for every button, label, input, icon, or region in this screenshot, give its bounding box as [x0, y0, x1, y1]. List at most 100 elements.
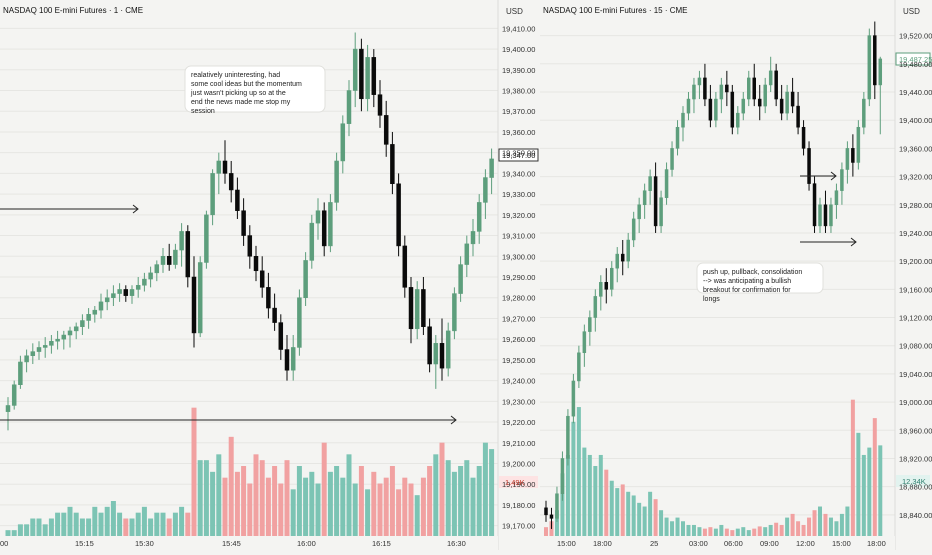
candle-body[interactable] — [752, 77, 756, 100]
candle-body[interactable] — [790, 91, 795, 107]
candle-body[interactable] — [714, 98, 718, 121]
candle-body[interactable] — [297, 297, 302, 348]
note-bubble[interactable] — [696, 262, 824, 294]
candle-body[interactable] — [241, 210, 246, 236]
candle-body[interactable] — [402, 245, 408, 288]
candle-body[interactable] — [681, 112, 685, 128]
candle-body[interactable] — [697, 77, 702, 86]
candle-body[interactable] — [5, 405, 11, 412]
candle-body[interactable] — [266, 287, 271, 309]
candle-body[interactable] — [421, 289, 426, 327]
candle-body[interactable] — [560, 458, 565, 494]
candle-body[interactable] — [708, 98, 713, 121]
candle-body[interactable] — [615, 253, 619, 269]
candle-body[interactable] — [483, 177, 488, 203]
candle-body[interactable] — [807, 148, 811, 184]
time-axis[interactable] — [0, 536, 498, 550]
candle-body[interactable] — [352, 48, 358, 91]
candle-body[interactable] — [829, 204, 833, 227]
candle-body[interactable] — [204, 214, 209, 263]
candle-body[interactable] — [851, 148, 855, 163]
candle-body[interactable] — [173, 249, 178, 265]
candle-body[interactable] — [334, 160, 339, 203]
candle-body[interactable] — [675, 126, 680, 149]
candle-body[interactable] — [555, 493, 559, 519]
candle-body[interactable] — [878, 58, 883, 86]
candle-body[interactable] — [719, 84, 724, 100]
candle-body[interactable] — [284, 349, 290, 371]
candle-body[interactable] — [577, 352, 581, 382]
candle-body[interactable] — [599, 282, 603, 297]
candle-body[interactable] — [664, 169, 669, 198]
candle-body[interactable] — [476, 202, 482, 232]
candle-body[interactable] — [785, 91, 789, 114]
candle-body[interactable] — [365, 57, 370, 100]
candle-body[interactable] — [439, 343, 445, 369]
candle-body[interactable] — [703, 77, 707, 100]
candle-body[interactable] — [604, 282, 609, 290]
candle-body[interactable] — [845, 148, 850, 170]
candle-body[interactable] — [278, 322, 284, 350]
candle-body[interactable] — [464, 243, 470, 265]
chart-pane-1[interactable] — [0, 0, 540, 550]
candle-body[interactable] — [290, 347, 296, 371]
price-axis[interactable] — [498, 0, 540, 550]
candle-body[interactable] — [774, 70, 778, 100]
candle-body[interactable] — [648, 176, 652, 191]
candle-body[interactable] — [321, 210, 327, 247]
candle-body[interactable] — [566, 415, 570, 459]
candle-body[interactable] — [359, 48, 364, 100]
candle-body[interactable] — [396, 183, 401, 247]
candle-body[interactable] — [49, 340, 54, 346]
candle-body[interactable] — [111, 293, 116, 298]
candle-body[interactable] — [867, 35, 872, 100]
candle-body[interactable] — [840, 169, 844, 191]
time-axis[interactable] — [540, 536, 895, 550]
candle-body[interactable] — [315, 210, 321, 224]
candle-body[interactable] — [247, 235, 253, 257]
candle-body[interactable] — [61, 334, 67, 340]
candle-body[interactable] — [862, 98, 866, 128]
candle-body[interactable] — [154, 264, 160, 274]
candle-body[interactable] — [228, 173, 234, 191]
candle-body[interactable] — [549, 514, 554, 519]
candle-body[interactable] — [216, 160, 222, 174]
candle-body[interactable] — [80, 320, 85, 327]
candle-body[interactable] — [259, 270, 265, 288]
candle-body[interactable] — [30, 351, 36, 356]
candle-body[interactable] — [148, 272, 153, 280]
candle-body[interactable] — [390, 144, 395, 185]
candle-body[interactable] — [55, 338, 60, 342]
candle-body[interactable] — [834, 190, 839, 206]
candle-body[interactable] — [24, 355, 29, 363]
candle-body[interactable] — [191, 276, 197, 334]
candle-body[interactable] — [736, 112, 740, 128]
candle-body[interactable] — [571, 380, 576, 417]
candle-body[interactable] — [42, 345, 48, 348]
candle-body[interactable] — [768, 70, 773, 86]
candle-body[interactable] — [747, 77, 751, 100]
candle-body[interactable] — [185, 231, 191, 278]
note-bubble[interactable] — [184, 65, 326, 113]
candle-body[interactable] — [408, 287, 414, 330]
candle-body[interactable] — [427, 326, 432, 365]
candle-body[interactable] — [166, 256, 172, 265]
candle-body[interactable] — [86, 314, 91, 321]
candle-body[interactable] — [779, 98, 784, 114]
candle-body[interactable] — [686, 98, 691, 114]
candle-body[interactable] — [458, 264, 463, 294]
candle-body[interactable] — [452, 293, 457, 332]
candle-body[interactable] — [544, 507, 548, 516]
candle-body[interactable] — [36, 347, 42, 352]
candle-body[interactable] — [303, 260, 308, 298]
candle-body[interactable] — [470, 231, 476, 245]
candle-body[interactable] — [73, 326, 79, 332]
candle-body[interactable] — [757, 98, 762, 107]
candle-body[interactable] — [272, 307, 277, 323]
candle-body[interactable] — [210, 173, 215, 216]
candle-body[interactable] — [588, 317, 592, 332]
candle-body[interactable] — [235, 189, 240, 211]
candle-body[interactable] — [309, 222, 315, 261]
candle-body[interactable] — [659, 197, 663, 227]
candle-body[interactable] — [445, 330, 451, 369]
